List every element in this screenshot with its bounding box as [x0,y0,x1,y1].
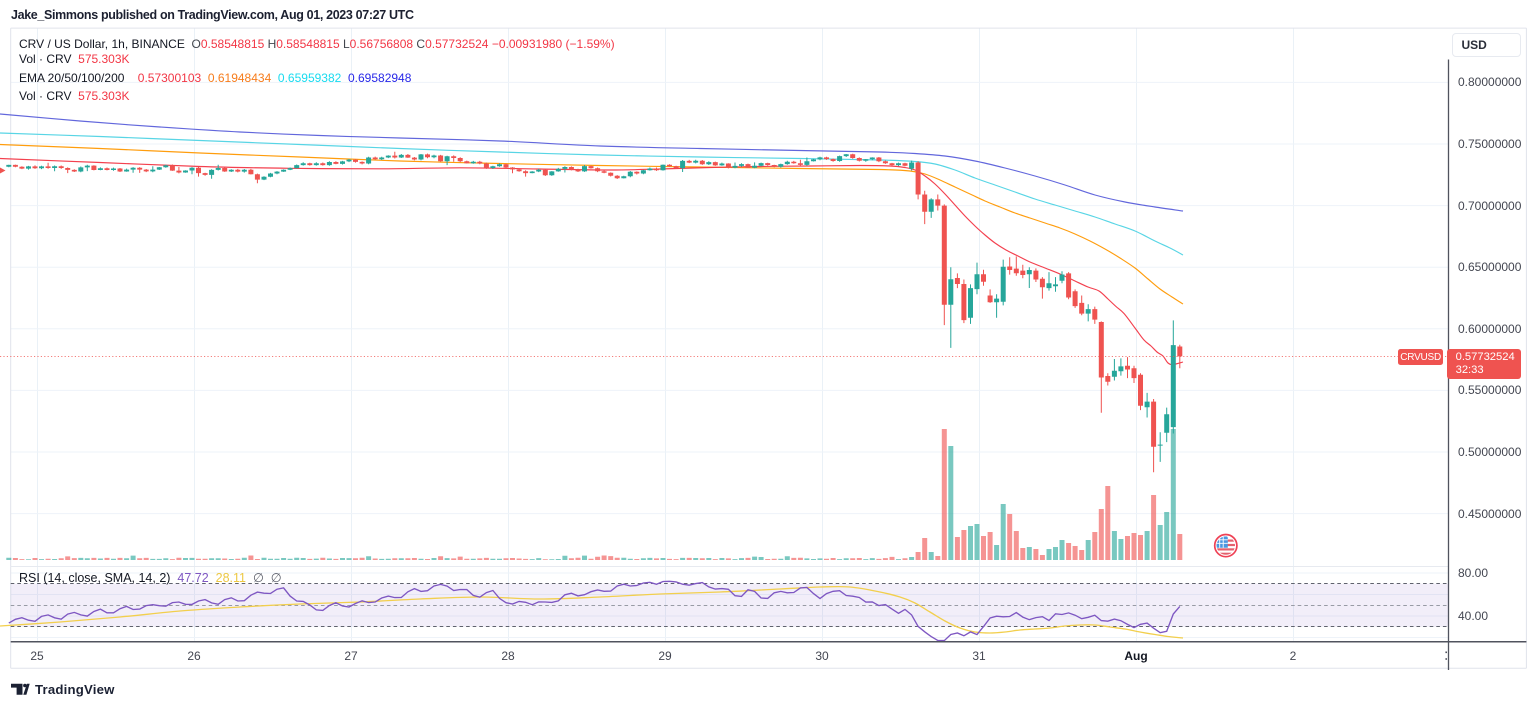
svg-text:TradingView: TradingView [35,682,115,697]
